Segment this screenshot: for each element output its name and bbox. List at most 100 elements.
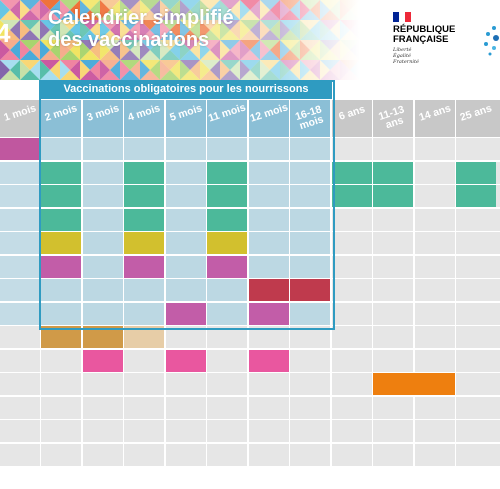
mosaic-tile (240, 20, 250, 40)
mosaic-tile (40, 20, 60, 30)
title-line-1: Calendrier simplifié (48, 7, 234, 29)
mosaic-tile (0, 20, 10, 40)
mosaic-tile (230, 0, 240, 20)
mosaic-tile (160, 60, 180, 70)
mosaic-tile (0, 40, 10, 60)
vaccine-dose-cell (207, 255, 247, 278)
grid-cell (332, 373, 372, 395)
motto-2: Égalité (393, 53, 411, 59)
mosaic-tile (160, 30, 180, 40)
mosaic-tile (150, 40, 160, 60)
grid-cell (207, 396, 247, 419)
grid-cell (249, 185, 289, 207)
mosaic-tile (240, 50, 260, 60)
grid-cell (249, 373, 289, 395)
mosaic-tile (80, 40, 90, 60)
mosaic-tile (180, 70, 200, 80)
mosaic-tile (40, 60, 60, 70)
vaccine-dose-cell (124, 161, 164, 184)
mosaic-tile (40, 0, 50, 20)
mosaic-tile (0, 0, 10, 20)
mosaic-tile (80, 30, 100, 40)
mosaic-tile (260, 30, 280, 40)
mosaic-tile (140, 30, 160, 40)
mosaic-tile (50, 60, 60, 80)
mosaic-tile (100, 50, 120, 60)
grid-cell (83, 302, 123, 325)
mosaic-tile (120, 20, 140, 30)
grid-cell (124, 279, 164, 301)
french-flag-icon (393, 12, 411, 22)
mosaic-tile (10, 20, 20, 40)
mosaic-tile (160, 20, 180, 30)
mosaic-tile (0, 60, 20, 70)
grid-cell (373, 279, 413, 301)
grid-cell (249, 420, 289, 442)
grid-cell (207, 326, 247, 348)
vaccine-dose-cell (207, 232, 247, 254)
mosaic-tile (80, 50, 100, 60)
mosaic-tile (60, 0, 80, 10)
mosaic-tile (70, 40, 80, 60)
grid-cell (290, 349, 330, 372)
mosaic-tile (160, 70, 180, 80)
mosaic-tile (0, 20, 20, 30)
mosaic-tile (230, 60, 240, 80)
grid-cell (456, 373, 500, 395)
mosaic-tile (0, 40, 20, 50)
grid-cell (83, 208, 123, 231)
grid-cell (415, 420, 455, 442)
grid-cell (290, 302, 330, 325)
column-header (41, 100, 81, 137)
mosaic-tile (240, 20, 260, 30)
vaccine-dose-cell (41, 255, 81, 278)
mosaic-tile (190, 60, 200, 80)
grid-cell (249, 232, 289, 254)
grid-cell (332, 326, 372, 348)
mosaic-tile (40, 20, 50, 40)
mosaic-tile (260, 60, 270, 80)
grid-cell (373, 208, 413, 231)
mosaic-tile (210, 20, 220, 40)
mosaic-tile (120, 70, 140, 80)
mandatory-vaccinations-banner: Vaccinations obligatoires pour les nourr… (40, 80, 332, 99)
grid-cell (249, 396, 289, 419)
grid-cell (166, 396, 206, 419)
mosaic-tile (130, 60, 140, 80)
mosaic-tile (220, 20, 230, 40)
grid-cell (249, 208, 289, 231)
mosaic-tile (190, 20, 200, 40)
mosaic-tile (220, 40, 240, 50)
grid-cell (0, 443, 40, 466)
mosaic-tile (110, 60, 120, 80)
mosaic-tile (180, 20, 190, 40)
grid-cell (332, 255, 372, 278)
vaccine-dose-cell (124, 185, 164, 207)
grid-cell (415, 396, 455, 419)
vaccine-dose-cell (290, 279, 330, 301)
mosaic-tile (200, 20, 220, 30)
mosaic-tile (250, 0, 260, 20)
mosaic-tile (100, 40, 120, 50)
mosaic-tile (30, 0, 40, 20)
mosaic-tile (220, 40, 230, 60)
vaccine-dose-cell (373, 161, 413, 184)
mosaic-tile (260, 50, 280, 60)
mosaic-tile (60, 40, 70, 60)
mosaic-tile (220, 30, 240, 40)
mosaic-tile (210, 0, 220, 20)
grid-cell (373, 138, 413, 160)
mosaic-tile (260, 40, 280, 50)
mosaic-tile (270, 40, 280, 60)
column-header (0, 100, 40, 137)
grid-cell (41, 302, 81, 325)
grid-cell (0, 373, 40, 395)
mosaic-tile (240, 0, 260, 10)
mosaic-tile (130, 20, 140, 40)
grid-cell (0, 326, 40, 348)
mosaic-tile (0, 70, 20, 80)
grid-cell (0, 232, 40, 254)
mosaic-tile (60, 0, 70, 20)
mosaic-tile (150, 0, 160, 20)
